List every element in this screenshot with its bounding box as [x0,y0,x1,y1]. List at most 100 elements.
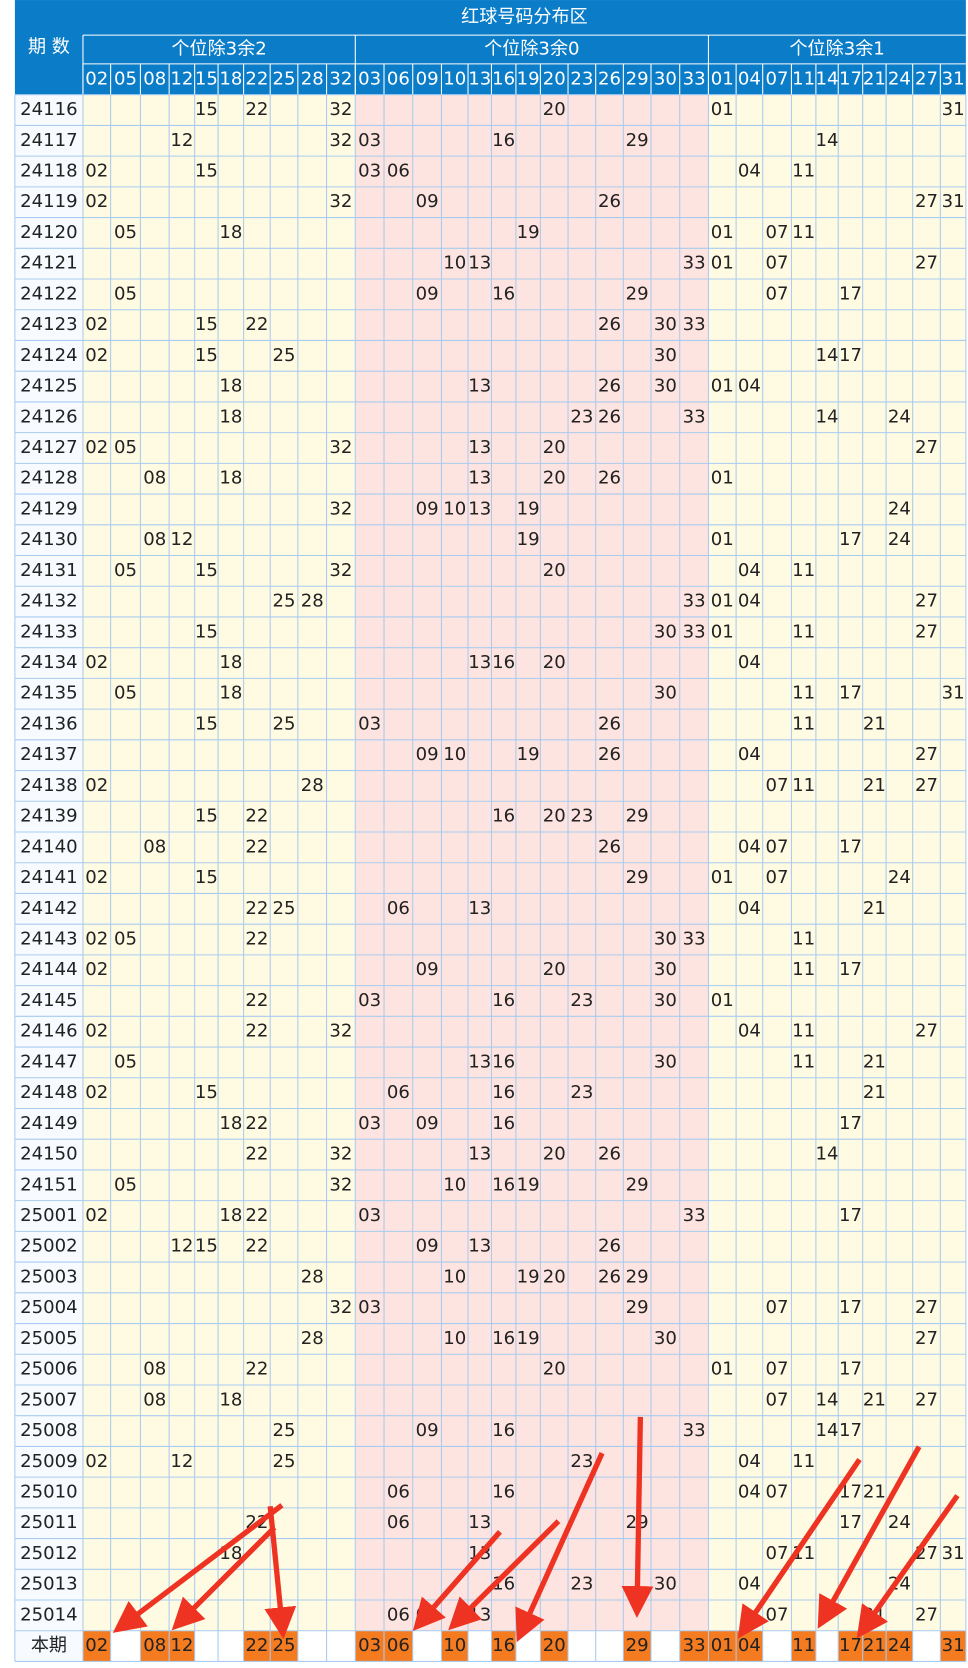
drawn-number: 22 [245,898,268,919]
drawn-number: 12 [170,130,193,151]
period: 24124 [20,345,78,366]
number-header: 24 [888,68,911,89]
drawn-number: 11 [792,1021,815,1042]
drawn-number: 25 [273,591,296,612]
drawn-number: 27 [915,1328,938,1349]
drawn-number: 28 [301,775,324,796]
current-cell [623,1630,652,1662]
period: 25002 [20,1236,78,1257]
current-number: 10 [443,1635,466,1656]
period: 24147 [20,1051,78,1072]
drawn-number: 26 [598,836,621,857]
drawn-number: 01 [711,990,734,1011]
period: 24123 [20,314,78,335]
drawn-number: 14 [816,345,839,366]
drawn-number: 18 [219,1389,242,1410]
drawn-number: 32 [329,498,352,519]
period: 24128 [20,468,78,489]
drawn-number: 04 [738,744,761,765]
period: 24139 [20,806,78,827]
drawn-number: 01 [711,222,734,243]
drawn-number: 27 [915,591,938,612]
drawn-number: 26 [598,314,621,335]
drawn-number: 02 [85,1205,108,1226]
drawn-number: 10 [443,744,466,765]
drawn-number: 17 [839,529,862,550]
drawn-number: 24 [888,498,911,519]
current-number: 21 [863,1635,886,1656]
current-cell [491,1630,516,1662]
drawn-number: 31 [942,683,965,704]
drawn-number: 25 [273,345,296,366]
drawn-number: 18 [219,683,242,704]
current-cell [355,1630,385,1662]
drawn-number: 15 [195,314,218,335]
current-number: 16 [492,1635,515,1656]
number-header: 13 [468,68,491,89]
drawn-number: 05 [114,222,137,243]
drawn-number: 19 [517,744,540,765]
drawn-number: 24 [888,1512,911,1533]
drawn-number: 32 [329,1021,352,1042]
period: 24144 [20,959,78,980]
drawn-number: 33 [683,253,706,274]
drawn-number: 19 [517,1266,540,1287]
drawn-number: 13 [468,468,491,489]
period-header: 期 数 [28,36,70,57]
drawn-number: 01 [711,253,734,274]
header-title: 红球号码分布区 [461,7,588,28]
drawn-number: 01 [711,1359,734,1380]
drawn-number: 33 [683,406,706,427]
period: 24149 [20,1113,78,1134]
drawn-number: 29 [626,1266,649,1287]
drawn-number: 08 [143,1359,166,1380]
drawn-number: 10 [443,1266,466,1287]
drawn-number: 26 [598,1236,621,1257]
drawn-number: 22 [245,99,268,120]
drawn-number: 16 [492,990,515,1011]
drawn-number: 11 [792,161,815,182]
drawn-number: 11 [792,1051,815,1072]
drawn-number: 17 [839,683,862,704]
drawn-number: 22 [245,929,268,950]
drawn-number: 23 [570,1082,593,1103]
drawn-number: 06 [387,1481,410,1502]
drawn-number: 04 [738,1481,761,1502]
drawn-number: 32 [329,437,352,458]
drawn-number: 25 [273,898,296,919]
current-number: 25 [273,1635,296,1656]
drawn-number: 02 [85,191,108,212]
drawn-number: 05 [114,683,137,704]
drawn-number: 29 [626,1297,649,1318]
header-bg [14,0,966,95]
period: 25006 [20,1359,78,1380]
drawn-number: 33 [683,591,706,612]
current-cell [540,1630,569,1662]
drawn-number: 25 [273,1451,296,1472]
period: 24132 [20,591,78,612]
drawn-number: 17 [839,1113,862,1134]
period: 25008 [20,1420,78,1441]
drawn-number: 14 [816,1389,839,1410]
drawn-number: 15 [195,161,218,182]
period: 24117 [20,130,78,151]
drawn-number: 30 [654,314,677,335]
drawn-number: 18 [219,652,242,673]
drawn-number: 33 [683,1205,706,1226]
drawn-number: 02 [85,314,108,335]
number-header: 02 [85,68,108,89]
drawn-number: 16 [492,1082,515,1103]
drawn-number: 19 [517,222,540,243]
drawn-number: 07 [766,283,789,304]
period: 25007 [20,1389,78,1410]
drawn-number: 27 [915,253,938,274]
drawn-number: 04 [738,1451,761,1472]
drawn-number: 21 [863,1051,886,1072]
drawn-number: 10 [443,498,466,519]
drawn-number: 09 [416,744,439,765]
period: 25003 [20,1266,78,1287]
drawn-number: 09 [416,1236,439,1257]
drawn-number: 28 [301,591,324,612]
drawn-number: 14 [816,1144,839,1165]
drawn-number: 11 [792,1451,815,1472]
